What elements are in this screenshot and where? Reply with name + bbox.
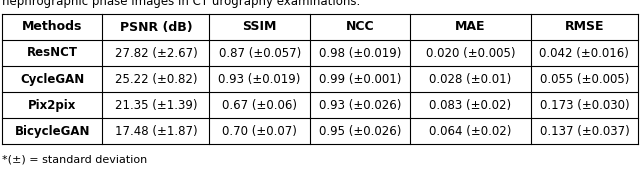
Text: 0.055 (±0.005): 0.055 (±0.005) (540, 73, 629, 85)
Text: 0.137 (±0.037): 0.137 (±0.037) (540, 125, 629, 137)
Text: 27.82 (±2.67): 27.82 (±2.67) (115, 46, 197, 60)
Text: 21.35 (±1.39): 21.35 (±1.39) (115, 98, 197, 112)
Text: SSIM: SSIM (243, 21, 277, 34)
Text: 25.22 (±0.82): 25.22 (±0.82) (115, 73, 197, 85)
Text: 0.020 (±0.005): 0.020 (±0.005) (426, 46, 515, 60)
Text: 0.99 (±0.001): 0.99 (±0.001) (319, 73, 401, 85)
Text: 0.083 (±0.02): 0.083 (±0.02) (429, 98, 511, 112)
Text: BicycleGAN: BicycleGAN (15, 125, 90, 137)
Text: 0.67 (±0.06): 0.67 (±0.06) (222, 98, 297, 112)
Text: ResNCT: ResNCT (27, 46, 77, 60)
Text: NCC: NCC (346, 21, 374, 34)
Text: 0.173 (±0.030): 0.173 (±0.030) (540, 98, 629, 112)
Text: 0.064 (±0.02): 0.064 (±0.02) (429, 125, 512, 137)
Text: CycleGAN: CycleGAN (20, 73, 84, 85)
Text: *(±) = standard deviation: *(±) = standard deviation (2, 154, 147, 164)
Text: 17.48 (±1.87): 17.48 (±1.87) (115, 125, 197, 137)
Text: 0.93 (±0.026): 0.93 (±0.026) (319, 98, 401, 112)
Text: 0.95 (±0.026): 0.95 (±0.026) (319, 125, 401, 137)
Text: Pix2pix: Pix2pix (28, 98, 76, 112)
Text: 0.87 (±0.057): 0.87 (±0.057) (218, 46, 301, 60)
Text: nephrographic phase images in CT urography examinations.: nephrographic phase images in CT urograp… (2, 0, 360, 8)
Text: Methods: Methods (22, 21, 83, 34)
Text: 0.028 (±0.01): 0.028 (±0.01) (429, 73, 511, 85)
Text: 0.98 (±0.019): 0.98 (±0.019) (319, 46, 401, 60)
Text: MAE: MAE (455, 21, 486, 34)
Text: 0.93 (±0.019): 0.93 (±0.019) (218, 73, 301, 85)
Text: RMSE: RMSE (564, 21, 604, 34)
Text: 0.70 (±0.07): 0.70 (±0.07) (222, 125, 297, 137)
Text: 0.042 (±0.016): 0.042 (±0.016) (540, 46, 629, 60)
Text: PSNR (dB): PSNR (dB) (120, 21, 192, 34)
